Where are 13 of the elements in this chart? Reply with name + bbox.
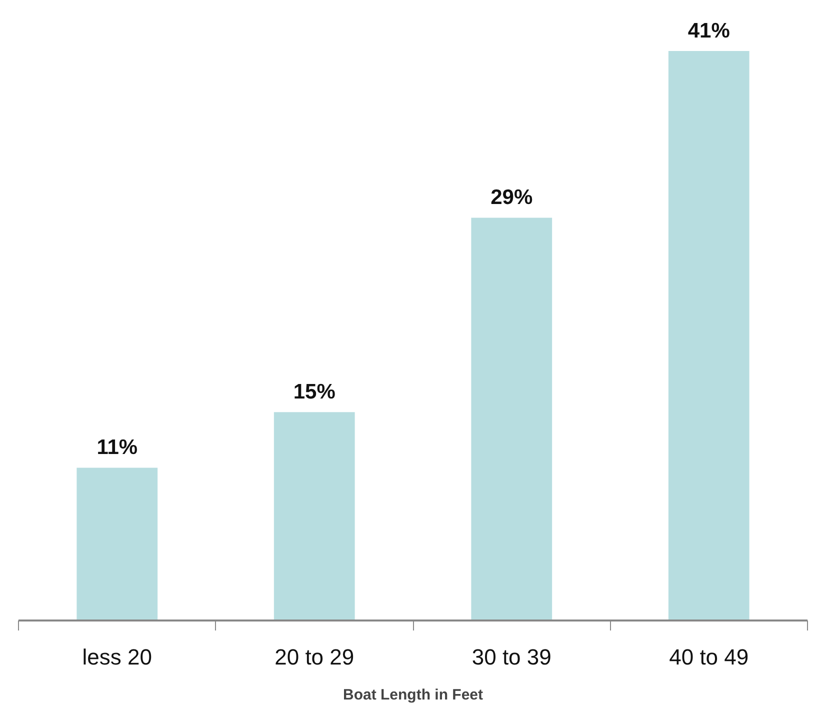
data-label: 15% xyxy=(293,380,336,404)
x-axis-title: Boat Length in Feet xyxy=(343,686,483,704)
x-tick-label: 30 to 39 xyxy=(472,644,552,670)
bar xyxy=(668,51,750,620)
x-tick-label: 40 to 49 xyxy=(669,644,749,670)
bar xyxy=(76,468,158,620)
data-label: 11% xyxy=(96,436,138,460)
data-label: 29% xyxy=(490,186,533,210)
x-tick-label: 20 to 29 xyxy=(274,644,354,670)
bar xyxy=(274,412,355,620)
bar xyxy=(471,218,552,620)
x-tick-label: less 20 xyxy=(82,644,152,670)
data-label: 41% xyxy=(688,20,730,43)
